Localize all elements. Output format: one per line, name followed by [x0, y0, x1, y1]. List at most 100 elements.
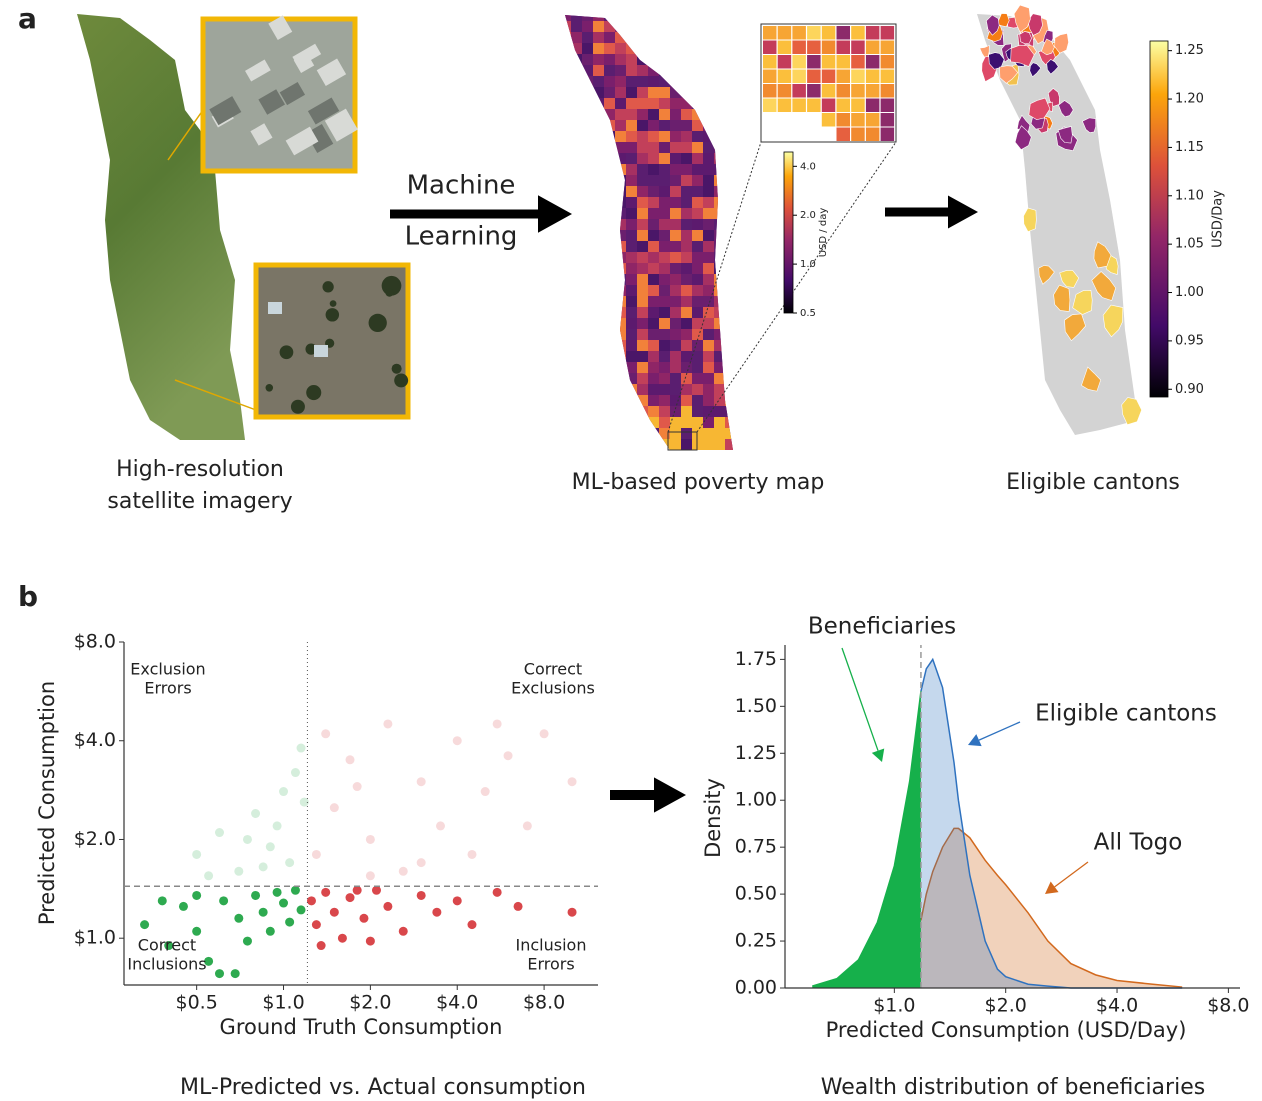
- colorbar-tick-label: 1.0: [800, 259, 816, 270]
- zoom-cell: [881, 113, 895, 127]
- x-tick-label: $2.0: [985, 995, 1027, 1017]
- y-tick-label: 1.75: [735, 648, 777, 670]
- map-cell: [648, 274, 659, 285]
- map-cell: [593, 21, 604, 32]
- inset-tree: [322, 281, 333, 292]
- series-label: Eligible cantons: [1035, 701, 1217, 727]
- point: [453, 896, 462, 905]
- map-cell: [648, 76, 659, 87]
- arrow-head: [948, 196, 978, 229]
- map-cell: [615, 307, 626, 318]
- map-cell: [626, 164, 637, 175]
- map-cell: [736, 329, 747, 340]
- annotation: Inclusion: [516, 936, 587, 955]
- map-cell: [736, 175, 747, 186]
- map-cell: [736, 340, 747, 351]
- map-cell: [560, 428, 571, 439]
- map-cell: [714, 98, 725, 109]
- map-cell: [637, 318, 648, 329]
- map-cell: [703, 87, 714, 98]
- point: [307, 896, 316, 905]
- map-cell: [736, 241, 747, 252]
- map-cell: [615, 10, 626, 21]
- map-cell: [670, 186, 681, 197]
- zoom-cell: [807, 26, 821, 40]
- map-cell: [670, 362, 681, 373]
- map-cell: [670, 318, 681, 329]
- map-cell: [593, 32, 604, 43]
- map-cell: [681, 395, 692, 406]
- map-cell: [692, 406, 703, 417]
- map-cell: [692, 131, 703, 142]
- map-cell: [659, 384, 670, 395]
- point: [291, 768, 300, 777]
- point: [140, 920, 149, 929]
- map-cell: [560, 197, 571, 208]
- point: [273, 888, 282, 897]
- map-cell: [593, 98, 604, 109]
- map-cell: [626, 153, 637, 164]
- point: [312, 850, 321, 859]
- map-cell: [560, 109, 571, 120]
- map-cell: [571, 197, 582, 208]
- point: [297, 744, 306, 753]
- map-cell: [648, 230, 659, 241]
- map-cell: [637, 285, 648, 296]
- map-cell: [714, 362, 725, 373]
- caption: satellite imagery: [107, 489, 292, 514]
- arrow-text: Machine: [407, 171, 516, 201]
- map-cell: [659, 362, 670, 373]
- map-cell: [725, 43, 736, 54]
- map-cell: [593, 307, 604, 318]
- map-cell: [560, 98, 571, 109]
- map-cell: [604, 274, 615, 285]
- zoom-cell: [866, 41, 880, 55]
- map-cell: [604, 98, 615, 109]
- map-cell: [681, 76, 692, 87]
- map-cell: [725, 241, 736, 252]
- inset-tree: [369, 314, 387, 332]
- map-cell: [736, 373, 747, 384]
- map-cell: [560, 285, 571, 296]
- map-cell: [681, 340, 692, 351]
- map-cell: [692, 164, 703, 175]
- map-cell: [681, 417, 692, 428]
- map-cell: [670, 329, 681, 340]
- map-cell: [593, 329, 604, 340]
- caption: Eligible cantons: [1006, 470, 1180, 495]
- map-cell: [692, 54, 703, 65]
- map-cell: [725, 65, 736, 76]
- map-cell: [637, 65, 648, 76]
- map-cell: [604, 252, 615, 263]
- map-cell: [626, 54, 637, 65]
- map-cell: [714, 54, 725, 65]
- map-cell: [714, 406, 725, 417]
- map-cell: [692, 362, 703, 373]
- caption: High-resolution: [116, 457, 284, 482]
- zoom-cell: [807, 70, 821, 84]
- map-cell: [593, 208, 604, 219]
- map-cell: [582, 406, 593, 417]
- map-cell: [593, 384, 604, 395]
- map-cell: [593, 285, 604, 296]
- map-cell: [659, 395, 670, 406]
- map-cell: [582, 219, 593, 230]
- map-cell: [626, 21, 637, 32]
- map-cell: [670, 417, 681, 428]
- map-cell: [582, 340, 593, 351]
- map-cell: [703, 340, 714, 351]
- series-label: All Togo: [1094, 830, 1183, 856]
- map-cell: [714, 197, 725, 208]
- map-cell: [714, 32, 725, 43]
- map-cell: [659, 406, 670, 417]
- map-cell: [714, 219, 725, 230]
- map-cell: [681, 241, 692, 252]
- x-tick-label: $2.0: [349, 992, 391, 1014]
- map-cell: [571, 21, 582, 32]
- map-cell: [703, 186, 714, 197]
- map-cell: [626, 406, 637, 417]
- map-cell: [626, 340, 637, 351]
- map-cell: [615, 98, 626, 109]
- colorbar-tick-label: 1.25: [1175, 43, 1204, 58]
- map-cell: [571, 307, 582, 318]
